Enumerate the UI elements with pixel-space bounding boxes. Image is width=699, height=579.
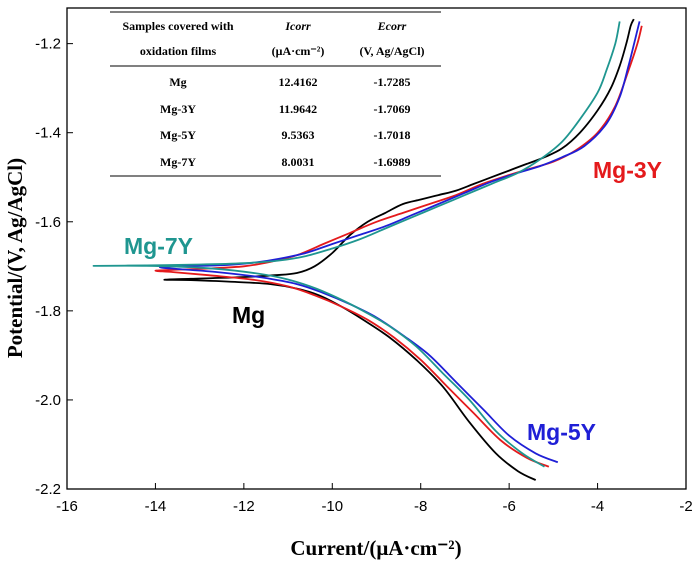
table-header-ecorr-line1: Ecorr	[377, 19, 407, 33]
y-tick-label: -1.6	[35, 214, 61, 231]
plot-frame	[66, 7, 687, 490]
y-tick-label: -2.2	[35, 481, 61, 498]
table-cell: -1.7069	[374, 102, 411, 116]
table-cell: Mg-3Y	[160, 102, 196, 116]
x-tick-label: -2	[679, 498, 692, 515]
series-label-mg-7y: Mg-7Y	[124, 233, 193, 259]
x-tick-label: -14	[145, 498, 167, 515]
series-group	[92, 18, 643, 481]
x-tick-label: -10	[321, 498, 343, 515]
y-tick-label: -1.2	[35, 36, 61, 53]
x-tick-label: -8	[414, 498, 427, 515]
table-cell: 11.9642	[279, 102, 317, 116]
series-line-mg-7y	[92, 21, 621, 468]
x-tick-label: -16	[56, 498, 78, 515]
table-header-ecorr-line2: (V, Ag/AgCl)	[359, 44, 424, 58]
series-line-mg	[163, 18, 635, 481]
table-header-sample-line2: oxidation films	[140, 44, 217, 58]
table-cell: -1.7285	[374, 75, 411, 89]
table-cell: Mg	[169, 75, 186, 89]
table-cell: -1.6989	[374, 155, 411, 169]
table-header-icorr-line2: (μA·cm⁻²)	[272, 44, 325, 58]
table-header-sample-line1: Samples covered with	[122, 19, 233, 33]
table-cell: -1.7018	[374, 128, 411, 142]
x-tick-label: -6	[502, 498, 515, 515]
table-cell: Mg-7Y	[160, 155, 196, 169]
series-line-mg-3y	[154, 25, 643, 468]
results-table: Samples covered with oxidation films Ico…	[110, 11, 441, 177]
table-cell: 8.0031	[282, 155, 315, 169]
series-label-mg-5y: Mg-5Y	[527, 419, 596, 445]
x-tick-label: -12	[233, 498, 255, 515]
table-cell: 9.5363	[282, 128, 315, 142]
y-axis-title: Potential/(V, Ag/AgCl)	[3, 158, 27, 358]
x-tick-label: -4	[591, 498, 604, 515]
y-tick-label: -1.8	[35, 303, 61, 320]
table-cell: Mg-5Y	[160, 128, 196, 142]
y-tick-label: -2.0	[35, 392, 61, 409]
y-tick-label: -1.4	[35, 125, 61, 142]
ticks-group: -16 -14 -12 -10 -8 -6 -4 -2 -2.2 -2.0 -1.8 -1.6 -1.4…	[35, 36, 693, 515]
series-label-mg: Mg	[232, 302, 265, 328]
series-label-mg-3y: Mg-3Y	[593, 157, 662, 183]
table-cell: 12.4162	[279, 75, 318, 89]
table-header-icorr-line1: Icorr	[284, 19, 311, 33]
x-axis-title: Current/(μA·cm⁻²)	[290, 536, 461, 560]
